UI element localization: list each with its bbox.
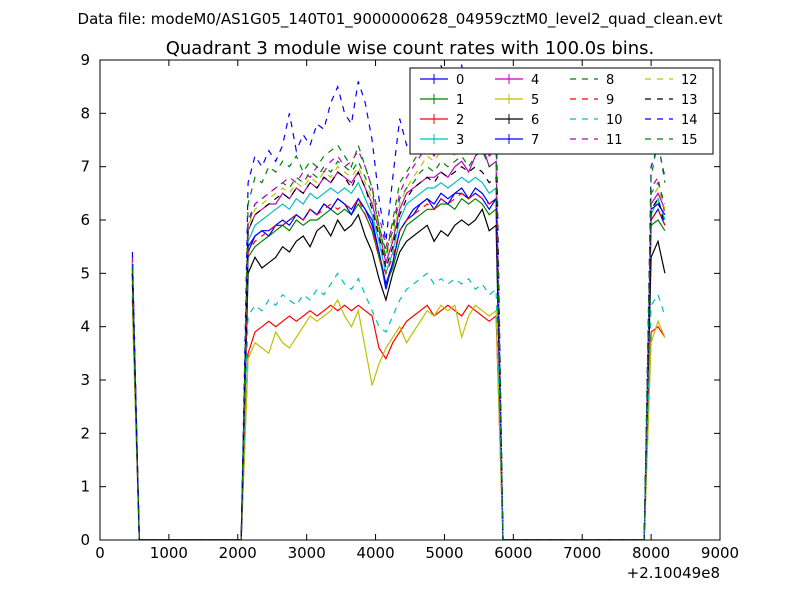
- x-tick-label: 4000: [356, 544, 394, 562]
- legend-label-0: 0: [456, 73, 464, 88]
- y-tick-label: 8: [80, 104, 90, 122]
- series-line-10: [131, 272, 666, 540]
- series-line-5: [131, 298, 666, 540]
- legend-label-6: 6: [531, 113, 539, 128]
- legend-label-4: 4: [531, 73, 539, 88]
- y-tick-label: 5: [80, 264, 90, 282]
- x-tick-label: 0: [95, 544, 105, 562]
- y-tick-label: 6: [80, 211, 90, 229]
- legend-label-1: 1: [456, 93, 464, 108]
- y-tick-label: 1: [80, 478, 90, 496]
- series-line-11: [131, 133, 666, 540]
- y-tick-label: 0: [80, 531, 90, 549]
- legend-label-11: 11: [606, 133, 623, 148]
- x-tick-label: 8000: [632, 544, 670, 562]
- legend-label-7: 7: [531, 133, 539, 148]
- y-tick-label: 9: [80, 51, 90, 69]
- x-tick-label: 1000: [150, 544, 188, 562]
- x-tick-label: 6000: [494, 544, 532, 562]
- x-tick-label: 3000: [288, 544, 326, 562]
- y-tick-label: 4: [80, 318, 90, 336]
- legend-label-2: 2: [456, 113, 464, 128]
- series-line-7: [131, 187, 666, 540]
- x-offset-label: +2.10049e8: [627, 564, 720, 582]
- series-line-0: [131, 187, 666, 540]
- legend-label-13: 13: [681, 93, 698, 108]
- series-line-1: [131, 197, 666, 540]
- x-tick-label: 9000: [701, 544, 739, 562]
- series-line-13: [131, 165, 666, 540]
- legend-label-8: 8: [606, 73, 614, 88]
- x-tick-label: 7000: [563, 544, 601, 562]
- legend-label-3: 3: [456, 133, 464, 148]
- legend-label-5: 5: [531, 93, 539, 108]
- x-tick-label: 2000: [219, 544, 257, 562]
- axes-ticks: 0 1000 2000 3000 4000 5000 6000 7000 8000 9000012…: [80, 51, 739, 562]
- legend-label-10: 10: [606, 113, 623, 128]
- legend-label-9: 9: [606, 93, 614, 108]
- y-tick-label: 7: [80, 158, 90, 176]
- series-line-8: [131, 149, 666, 540]
- series-line-3: [131, 176, 666, 540]
- legend-label-12: 12: [681, 73, 698, 88]
- series-line-2: [131, 299, 666, 540]
- x-tick-label: 5000: [425, 544, 463, 562]
- y-tick-label: 2: [80, 424, 90, 442]
- legend-label-14: 14: [681, 113, 698, 128]
- series-line-6: [131, 207, 666, 540]
- legend-box: [409, 67, 714, 155]
- figure-suptitle: Data file: modeM0/AS1G05_140T01_90000006…: [78, 10, 723, 29]
- chart-title: Quadrant 3 module wise count rates with …: [166, 38, 655, 59]
- series-line-9: [131, 192, 666, 540]
- y-tick-label: 3: [80, 371, 90, 389]
- plot-frame: [99, 59, 721, 541]
- legend-label-15: 15: [681, 133, 698, 148]
- series-line-4: [131, 143, 666, 540]
